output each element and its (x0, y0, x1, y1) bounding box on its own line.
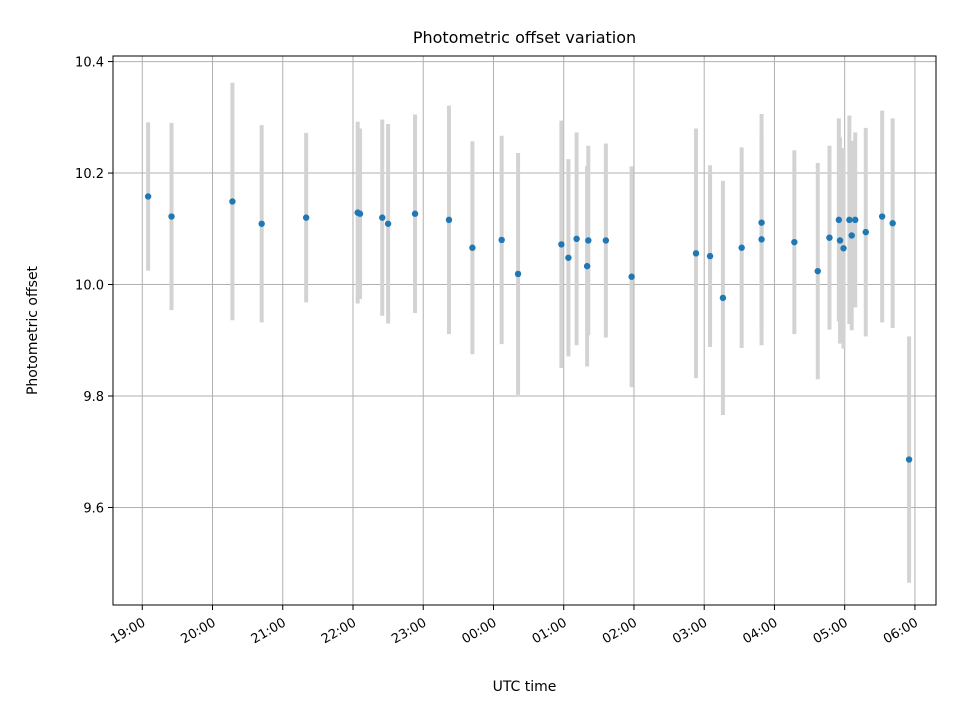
data-point (302, 214, 310, 221)
data-point (144, 193, 152, 200)
data-point (836, 237, 844, 244)
data-point (583, 262, 591, 270)
data-point (758, 236, 765, 243)
point-layer (144, 193, 913, 463)
chart-title: Photometric offset variation (413, 28, 636, 47)
data-point (826, 234, 833, 241)
data-point (628, 273, 635, 280)
y-axis-label: Photometric offset (25, 265, 41, 395)
data-point (889, 220, 896, 227)
data-point (814, 267, 821, 275)
data-point (558, 241, 565, 248)
data-point (878, 213, 886, 220)
data-point (445, 216, 453, 224)
y-tick-label: 10.4 (75, 56, 104, 71)
y-tick-label: 10.0 (75, 279, 104, 294)
data-point (862, 228, 869, 236)
data-point (384, 220, 392, 227)
data-point (738, 244, 745, 251)
data-point (848, 232, 855, 239)
data-point (469, 244, 476, 251)
y-tick-label: 9.8 (83, 390, 104, 405)
data-point (168, 213, 175, 220)
data-point (602, 237, 610, 244)
data-point (719, 294, 727, 302)
data-point (573, 235, 580, 243)
data-point (258, 220, 265, 227)
data-point (514, 270, 522, 278)
y-tick-label: 9.6 (83, 501, 104, 516)
data-point (852, 216, 859, 224)
data-point (585, 237, 592, 244)
data-point (229, 198, 236, 205)
plot-area-frame (112, 55, 937, 606)
data-point (791, 238, 798, 246)
data-point (758, 219, 765, 226)
data-point (905, 456, 913, 463)
data-point (565, 254, 572, 261)
x-axis-label: UTC time (493, 679, 557, 695)
data-point (846, 216, 853, 224)
data-point (840, 245, 847, 252)
data-point (411, 210, 419, 217)
data-point (692, 250, 700, 257)
y-tick-label: 10.2 (75, 167, 104, 182)
data-point (379, 214, 386, 221)
data-point (356, 210, 364, 217)
data-point (835, 216, 843, 224)
data-point (706, 252, 714, 260)
data-point (498, 236, 505, 244)
